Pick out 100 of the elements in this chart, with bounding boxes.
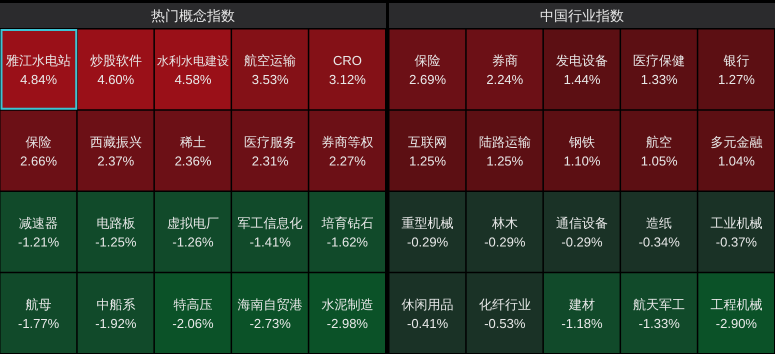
data-label: -1.77%	[18, 316, 60, 331]
category-label: 航母	[26, 296, 52, 312]
tile: 特高压 -2.06%	[154, 273, 231, 353]
data-label: 3.12%	[328, 72, 366, 88]
data-label: 1.27%	[718, 72, 756, 88]
data-label: 2.69%	[409, 72, 446, 88]
data-label: 4.60%	[97, 72, 135, 88]
category-label: 雅江水电站	[6, 53, 72, 68]
tile: 化纤行业 -0.53%	[466, 273, 542, 353]
data-label: 1.25%	[486, 153, 524, 168]
tile: 保险 2.66%	[0, 110, 76, 190]
category-label: 特高压	[174, 296, 212, 312]
data-label: -0.29%	[407, 234, 449, 250]
category-label: 通信设备	[556, 216, 608, 231]
category-label: 建材	[568, 296, 595, 312]
tile: 医疗服务 2.31%	[232, 110, 308, 190]
category-label: 航天军工	[633, 296, 686, 312]
category-label: 虚拟电厂	[167, 216, 219, 231]
data-label: -2.90%	[716, 316, 758, 331]
category-label: 医疗保健	[633, 53, 686, 68]
category-label: 化纤行业	[478, 296, 531, 312]
data-label: 1.33%	[640, 72, 678, 88]
tile: 多元金融 1.04%	[698, 110, 774, 190]
data-label: -0.41%	[407, 316, 449, 331]
text: 中国行业指数	[540, 8, 624, 24]
data-label: -0.53%	[484, 316, 526, 331]
tile: 林木 -0.29%	[466, 192, 542, 272]
tile: 通信设备 -0.29%	[544, 192, 620, 272]
tile: 建材 -1.18%	[544, 273, 620, 353]
category-label: 券商等权	[321, 134, 374, 150]
tile: 稀土 2.36%	[154, 110, 231, 190]
category-label: 林木	[490, 216, 518, 231]
category-label: 军工信息化	[238, 216, 303, 231]
tile: 互联网 1.25%	[390, 110, 466, 190]
data-label: 1.05%	[640, 153, 678, 168]
category-label: 互联网	[408, 134, 448, 150]
category-label: 减速器	[19, 216, 58, 231]
tile: 券商 2.24%	[466, 30, 542, 110]
category-label: 海南自贸港	[238, 296, 303, 312]
data-label: 2.27%	[328, 153, 366, 168]
data-label: -1.18%	[561, 316, 604, 331]
tile: 水泥制造 -2.98%	[309, 273, 385, 353]
data-label: -1.26%	[172, 234, 214, 250]
data-label: -2.98%	[326, 316, 368, 331]
tile: 工业机械 -0.37%	[698, 192, 774, 272]
tile: 航母 -1.77%	[0, 273, 76, 353]
tile: 陆路运输 1.25%	[466, 110, 542, 190]
tile: 军工信息化 -1.41%	[232, 192, 308, 272]
category-label: 航空	[646, 134, 672, 150]
category-label: 中船系	[96, 296, 136, 312]
category-label: 发电设备	[556, 53, 608, 68]
tile: 水利水电建设 4.58%	[154, 30, 231, 110]
data-label: -1.25%	[95, 234, 137, 250]
data-label: -1.92%	[95, 316, 137, 331]
data-label: 3.53%	[252, 72, 290, 88]
data-label: 2.24%	[486, 72, 524, 88]
tile: 炒股软件 4.60%	[78, 30, 154, 110]
tile: 航空 1.05%	[621, 110, 697, 190]
tile: 银行 1.27%	[698, 30, 774, 110]
tile: 保险 2.69%	[390, 30, 466, 110]
data-label: 1.10%	[564, 153, 601, 168]
category-label: 电路板	[96, 216, 136, 231]
category-label: CRO	[332, 53, 362, 68]
data-label: -2.73%	[250, 316, 292, 331]
data-label: 2.66%	[20, 153, 58, 168]
data-label: 4.84%	[20, 72, 58, 88]
category-label: 保险	[414, 53, 441, 68]
tile: CRO 3.12%	[309, 30, 385, 110]
tile: 培育钻石 -1.62%	[309, 192, 385, 272]
data-label: -0.29%	[561, 234, 604, 250]
data-label: 1.25%	[409, 153, 446, 168]
data-label: 4.58%	[174, 72, 212, 88]
text: 热门概念指数	[151, 8, 235, 24]
category-label: 航空运输	[244, 53, 296, 68]
category-label: 工业机械	[710, 216, 762, 231]
tile: 航空运输 3.53%	[232, 30, 308, 110]
tile: 重型机械 -0.29%	[390, 192, 466, 272]
category-label: 培育钻石	[320, 216, 374, 231]
data-label: -0.29%	[484, 234, 526, 250]
data-label: 1.04%	[718, 153, 756, 168]
tile: 医疗保健 1.33%	[621, 30, 697, 110]
category-label: 重型机械	[402, 216, 454, 231]
data-label: -0.34%	[638, 234, 680, 250]
data-label: 2.37%	[97, 153, 135, 168]
data-label: -1.41%	[250, 234, 292, 250]
category-label: 水利水电建设	[157, 54, 229, 68]
data-label: -2.06%	[172, 316, 214, 331]
data-label: -0.37%	[716, 234, 758, 250]
category-label: 工程机械	[710, 296, 762, 312]
tile: 中船系 -1.92%	[78, 273, 154, 353]
tile: 航天军工 -1.33%	[621, 273, 697, 353]
tile: 钢铁 1.10%	[544, 110, 620, 190]
category-label: 炒股软件	[90, 53, 142, 68]
data-label: 2.31%	[252, 153, 290, 168]
category-label: 休闲用品	[402, 296, 454, 312]
data-label: -1.33%	[638, 316, 680, 331]
data-label: -1.62%	[326, 234, 368, 250]
tile: 发电设备 1.44%	[544, 30, 620, 110]
tile: 工程机械 -2.90%	[698, 273, 774, 353]
category-label: 钢铁	[568, 134, 595, 150]
